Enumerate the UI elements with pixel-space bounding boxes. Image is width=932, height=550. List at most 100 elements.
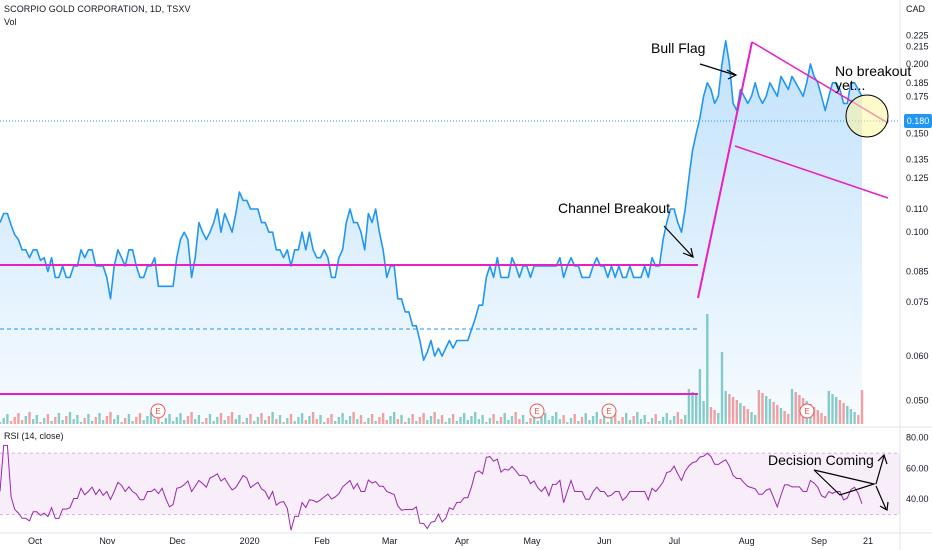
volume-bar	[367, 418, 370, 424]
volume-bar	[639, 419, 643, 424]
volume-bar	[455, 421, 458, 424]
volume-bar	[610, 418, 613, 424]
volume-bar	[389, 416, 392, 424]
volume-bar	[577, 421, 580, 424]
volume-bar	[488, 418, 492, 424]
symbol-title[interactable]: SCORPIO GOLD CORPORATION, 1D, TSXV	[4, 4, 191, 14]
volume-bar	[2, 418, 5, 424]
volume-bar	[499, 417, 503, 424]
volume-bar	[492, 414, 495, 424]
volume-label[interactable]: Vol	[4, 17, 17, 27]
volume-bar	[584, 413, 587, 424]
volume-bar	[256, 417, 260, 424]
volume-bar	[599, 419, 602, 424]
volume-bar	[135, 417, 138, 424]
volume-bar	[422, 413, 425, 424]
decision-coming-label: Decision Coming	[768, 452, 874, 468]
time-tick-label: May	[523, 536, 541, 546]
price-tick-label: 0.185	[906, 78, 929, 88]
flag-lower-line[interactable]	[734, 145, 889, 199]
volume-bar	[194, 419, 197, 424]
price-tick-label: 0.225	[906, 30, 929, 40]
volume-bar	[381, 413, 385, 424]
volume-bar	[418, 417, 422, 424]
volume-bar	[245, 418, 248, 424]
price-tick-label: 0.110	[906, 204, 928, 214]
currency-label[interactable]: CAD	[906, 4, 926, 14]
volume-bar	[470, 416, 473, 424]
price-tick-label: 0.085	[906, 267, 929, 277]
volume-bar	[429, 416, 433, 424]
volume-bar	[580, 417, 584, 424]
volume-bar	[83, 418, 86, 424]
volume-bar	[658, 421, 661, 424]
no-breakout-label-line1: No breakout	[835, 63, 911, 79]
earnings-marker[interactable]: E	[529, 403, 545, 419]
volume-bar	[98, 413, 101, 424]
volume-bar	[363, 422, 366, 424]
time-tick-label: Dec	[169, 536, 186, 546]
earnings-marker[interactable]: E	[799, 403, 815, 419]
volume-bar	[503, 413, 506, 424]
volume-bar	[374, 421, 377, 424]
volume-bar	[35, 415, 38, 424]
volume-bar	[264, 420, 267, 424]
volume-bar	[326, 418, 330, 424]
volume-bar	[57, 413, 61, 424]
rsi-band-background	[0, 453, 900, 515]
volume-bar	[857, 415, 860, 424]
volume-bar	[485, 422, 488, 424]
volume-bar	[562, 415, 565, 424]
earnings-marker[interactable]: E	[601, 403, 617, 419]
volume-bar	[61, 420, 64, 424]
volume-bar	[105, 416, 108, 424]
volume-bar	[113, 419, 116, 424]
time-axis[interactable]: Oct Nov Dec 2020 Feb Mar Apr May Jun Jul Aug Sep 21	[28, 536, 873, 546]
volume-bar	[186, 416, 190, 424]
volume-bar	[820, 413, 823, 424]
bull-flag-label: Bull Flag	[651, 40, 705, 56]
volume-bar	[275, 419, 278, 424]
rsi-title[interactable]: RSI (14, close)	[4, 431, 64, 441]
volume-bar	[669, 420, 672, 424]
earnings-marker[interactable]: E	[150, 403, 166, 419]
volume-bar	[532, 414, 536, 424]
flagpole-line[interactable]	[697, 41, 753, 299]
volume-bar	[337, 417, 341, 424]
volume-bar	[654, 414, 657, 424]
volume-bar	[617, 421, 621, 424]
rsi-axis[interactable]: 80.00 60.00 40.00	[906, 433, 929, 505]
volume-bar	[32, 419, 35, 424]
volume-bar	[278, 415, 282, 424]
volume-bar	[463, 413, 466, 424]
volume-bar	[43, 418, 46, 424]
volume-bar	[116, 415, 120, 424]
volume-bar	[558, 419, 562, 424]
volume-bar	[179, 413, 182, 424]
volume-bar	[614, 414, 617, 424]
volume-bar	[319, 415, 322, 424]
price-axis[interactable]: 0.2250.2150.2000.1850.1750.1600.1500.135…	[906, 30, 929, 405]
volume-bar	[260, 413, 263, 424]
volume-bar	[334, 421, 337, 424]
volume-bar	[437, 419, 440, 424]
volume-bar	[17, 413, 20, 424]
volume-bar	[632, 416, 635, 424]
rsi-line	[0, 444, 863, 531]
volume-bar	[24, 416, 27, 424]
time-tick-label: Nov	[99, 536, 116, 546]
volume-bar	[521, 415, 525, 424]
volume-bar	[672, 416, 676, 424]
volume-bar	[518, 419, 521, 424]
volume-bar	[131, 421, 134, 424]
volume-bar	[54, 417, 57, 424]
volume-bar	[297, 417, 300, 424]
volume-bar	[404, 422, 407, 424]
no-breakout-highlight-circle[interactable]	[845, 94, 889, 138]
price-tick-label: 0.075	[906, 297, 929, 307]
volume-bar	[76, 415, 79, 424]
volume-bar	[529, 418, 532, 424]
no-breakout-label-line2: yet...	[835, 77, 865, 93]
volume-bar	[249, 414, 252, 424]
